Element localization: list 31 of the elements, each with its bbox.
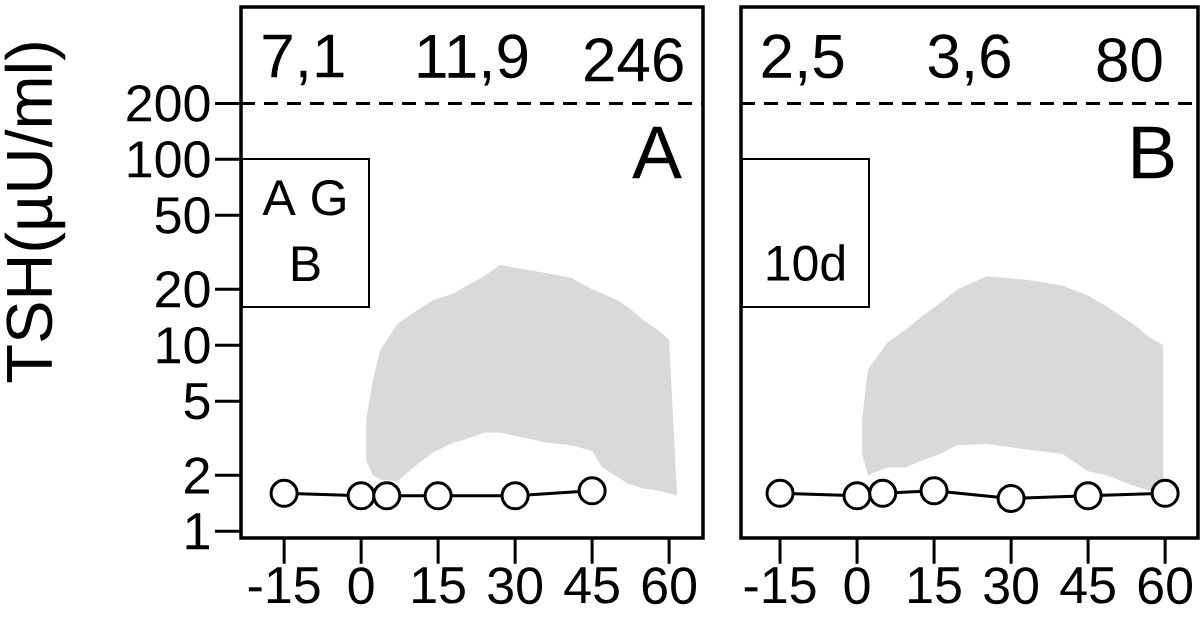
x-tick-label: -15: [744, 567, 816, 604]
y-tick-label: 200: [127, 85, 210, 122]
annotation: 2,5: [762, 34, 844, 86]
x-tick-label: 45: [1060, 567, 1115, 604]
annotation: A G B: [262, 180, 345, 281]
y-tick-label: 100: [128, 140, 210, 178]
x-tick-label: 60: [642, 567, 696, 605]
x-tick-label: 0: [348, 567, 374, 605]
x-tick-label: 0: [844, 567, 870, 605]
text: A: [632, 126, 682, 179]
y-tick-label: 2: [185, 457, 209, 494]
x-tick-label: 30: [984, 567, 1038, 605]
y-axis-title: TSH(µU/ml): [4, 43, 66, 383]
annotation: 10d: [767, 244, 844, 281]
x-tick-label: 45: [564, 567, 619, 604]
y-tick-label: 5: [184, 383, 210, 420]
x-tick-label: 15: [413, 567, 465, 604]
y-tick-label: 50: [155, 196, 210, 234]
y-tick-label: 20: [156, 270, 210, 308]
annotation: 7,1: [263, 34, 344, 86]
y-tick-label: 10: [157, 326, 210, 364]
annotation: 80: [1097, 38, 1162, 82]
annotation: 11,9: [418, 34, 528, 86]
x-tick-label: 30: [488, 567, 543, 605]
annotation: 3,6: [928, 34, 1010, 86]
x-tick-label: 15: [909, 567, 961, 604]
annotation: 246: [585, 38, 683, 82]
y-tick-label: 1: [186, 513, 209, 550]
x-tick-label: -15: [248, 567, 320, 604]
x-tick-label: 60: [1138, 567, 1193, 605]
text: B: [1133, 126, 1174, 179]
